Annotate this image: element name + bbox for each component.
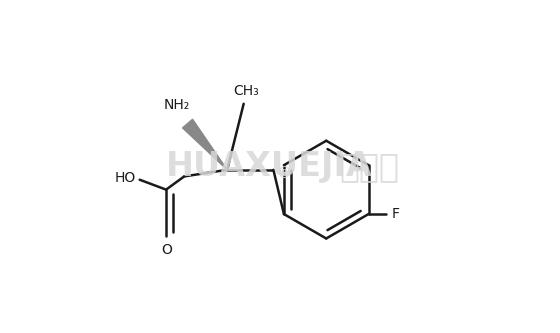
Text: 化学加: 化学加 [339, 150, 399, 183]
Text: F: F [391, 207, 400, 221]
Text: O: O [161, 243, 172, 257]
Text: HO: HO [115, 171, 136, 185]
Polygon shape [183, 119, 227, 170]
Text: HUAXUEJIA: HUAXUEJIA [166, 150, 373, 183]
Text: CH₃: CH₃ [234, 84, 259, 98]
Text: ®: ® [277, 166, 292, 181]
Text: NH₂: NH₂ [164, 98, 190, 112]
